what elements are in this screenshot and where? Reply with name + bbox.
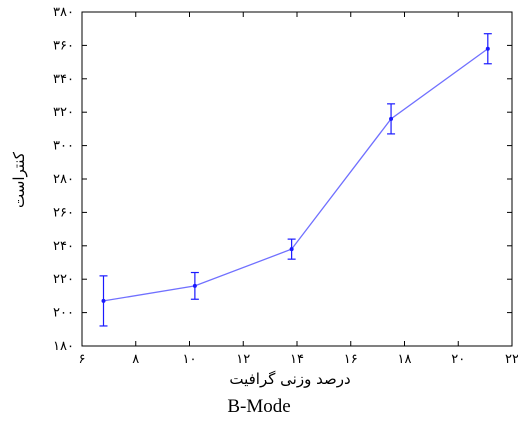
series-line xyxy=(103,48,489,302)
y-tick-label: ۳۰۰ xyxy=(53,139,74,154)
chart: ۶ ۸ ۱۰ ۱۲ ۱۴ ۱۶ ۱۸ ۲۰ ۲۲ ۱۸۰ ۲۰۰ ۲۲۰ ۲۴۰ ۲۶۰ ۲۸۰ ۳۰۰ ۳۲۰… xyxy=(10,5,518,388)
y-tick-label: ۲۰۰ xyxy=(53,306,74,321)
x-tick-label: ۱۴ xyxy=(290,352,304,367)
axes xyxy=(81,11,513,347)
y-tick-label: ۳۶۰ xyxy=(53,38,74,53)
y-tick-label: ۲۲۰ xyxy=(53,272,74,287)
plot-frame xyxy=(81,11,513,347)
y-axis-label: کنتراست xyxy=(10,151,28,208)
data-point xyxy=(192,283,197,288)
x-tick-label: ۶ xyxy=(79,352,86,367)
y-tick-label: ۲۴۰ xyxy=(53,239,74,254)
x-tick-label: ۱۲ xyxy=(236,352,250,367)
x-tick-label: ۲۲ xyxy=(505,352,518,367)
y-tick-label: ۱۸۰ xyxy=(53,339,74,354)
x-tick-label: ۲۰ xyxy=(451,352,465,367)
x-tick-label: ۱۰ xyxy=(183,352,197,367)
x-tick-label: ۱۶ xyxy=(344,352,358,367)
y-tick-label: ۲۸۰ xyxy=(53,172,74,187)
data-point xyxy=(101,298,106,303)
data-point xyxy=(389,116,394,121)
y-tick-label: ۳۸۰ xyxy=(53,5,74,20)
y-tick-label: ۲۶۰ xyxy=(53,205,74,220)
x-tick-label: ۸ xyxy=(132,352,139,367)
x-axis-label: درصد وزنی گرافیت xyxy=(229,370,350,388)
x-tick-label: ۱۸ xyxy=(398,352,412,367)
chart-caption: B-Mode xyxy=(227,396,291,417)
y-tick-label: ۳۲۰ xyxy=(53,105,74,120)
data-point xyxy=(289,247,294,252)
y-tick-label: ۳۴۰ xyxy=(53,72,74,87)
data-point xyxy=(485,46,490,51)
ticks: ۶ ۸ ۱۰ ۱۲ ۱۴ ۱۶ ۱۸ ۲۰ ۲۲ ۱۸۰ ۲۰۰ ۲۲۰ ۲۴۰ ۲۶۰ ۲۸۰ ۳۰۰ ۳۲۰… xyxy=(53,5,518,367)
series xyxy=(99,33,492,327)
